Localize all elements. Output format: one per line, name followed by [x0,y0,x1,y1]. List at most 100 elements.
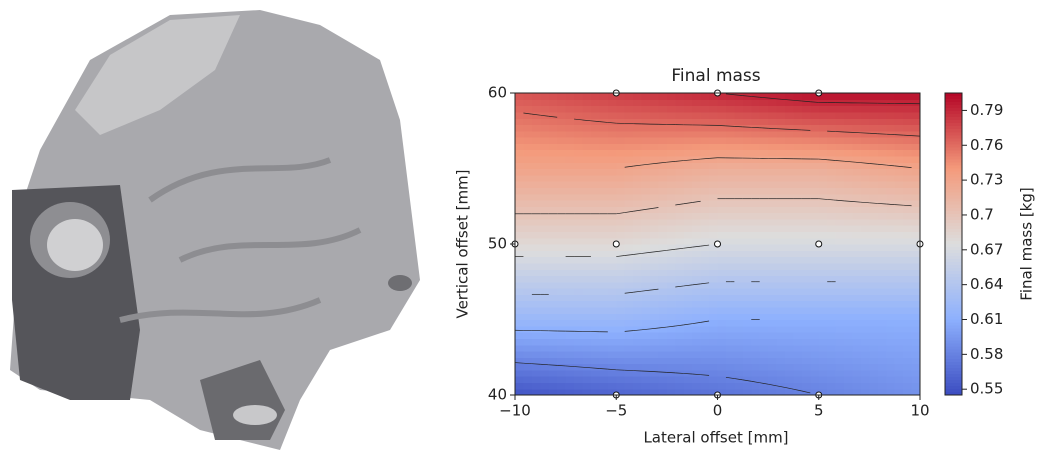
contour-cell [886,206,895,213]
contour-cell [650,194,659,201]
contour-cell [625,118,634,125]
contour-cell [869,332,878,339]
contour-cell [642,150,651,157]
contour-cell [802,376,811,383]
contour-cell [827,294,836,301]
contour-cell [658,143,667,150]
contour-cell [869,370,878,377]
contour-cell [709,106,718,113]
contour-cell [751,288,760,295]
contour-cell [743,244,752,251]
contour-cell [675,93,684,100]
contour-cell [574,320,583,327]
contour-cell [878,187,887,194]
contour-cell [836,219,845,226]
contour-cell [861,257,870,264]
contour-cell [692,131,701,138]
contour-cell [675,250,684,257]
contour-cell [869,124,878,131]
contour-cell [616,275,625,282]
contour-cell [574,307,583,314]
contour-cell [583,156,592,163]
contour-cell [777,294,786,301]
contour-cell [523,244,532,251]
contour-cell [675,338,684,345]
contour-cell [718,313,727,320]
contour-cell [532,99,541,106]
contour-cell [777,219,786,226]
contour-cell [608,288,617,295]
contour-cell [819,143,828,150]
contour-cell [658,106,667,113]
contour-cell [912,124,921,131]
contour-cell [878,143,887,150]
contour-cell [684,106,693,113]
contour-cell [625,382,634,389]
contour-cell [810,143,819,150]
contour-cell [886,326,895,333]
contour-cell [819,307,828,314]
contour-cell [819,213,828,220]
contour-cell [844,301,853,308]
contour-cell [692,345,701,352]
contour-cell [895,118,904,125]
contour-cell [853,250,862,257]
contour-cell [886,99,895,106]
contour-cell [743,162,752,169]
contour-cell [540,181,549,188]
contour-cell [903,263,912,270]
contour-cell [633,194,642,201]
contour-cell [819,187,828,194]
contour-cell [853,93,862,100]
contour-cell [667,187,676,194]
contour-cell [819,263,828,270]
contour-cell [515,194,524,201]
contour-cell [591,112,600,119]
contour-cell [591,307,600,314]
contour-cell [557,351,566,358]
contour-cell [515,156,524,163]
contour-cell [810,200,819,207]
contour-cell [718,169,727,176]
contour-cell [777,150,786,157]
contour-cell [886,376,895,383]
contour-cell [912,307,921,314]
contour-cell [734,143,743,150]
contour-cell [625,175,634,182]
contour-cell [675,181,684,188]
contour-cell [566,124,575,131]
contour-cell [549,93,558,100]
contour-cell [616,231,625,238]
part-boss-hole [233,405,277,425]
contour-cell [549,225,558,232]
contour-cell [709,250,718,257]
contour-cell [895,320,904,327]
contour-cell [869,238,878,245]
contour-cell [675,364,684,371]
contour-cell [566,106,575,113]
contour-cell [836,231,845,238]
contour-cell [583,275,592,282]
contour-cell [599,250,608,257]
contour-cell [599,320,608,327]
contour-cell [903,301,912,308]
contour-cell [616,200,625,207]
contour-cell [549,200,558,207]
contour-cell [701,332,710,339]
contour-cell [869,345,878,352]
contour-cell [532,250,541,257]
contour-cell [777,112,786,119]
contour-cell [675,143,684,150]
contour-cell [591,150,600,157]
contour-cell [819,376,828,383]
sample-point [816,241,822,247]
contour-cell [523,338,532,345]
contour-cell [861,364,870,371]
contour-cell [532,357,541,364]
contour-cell [734,194,743,201]
contour-cell [549,370,558,377]
contour-cell [726,187,735,194]
contour-cell [608,225,617,232]
contour-cell [777,225,786,232]
contour-cell [836,338,845,345]
